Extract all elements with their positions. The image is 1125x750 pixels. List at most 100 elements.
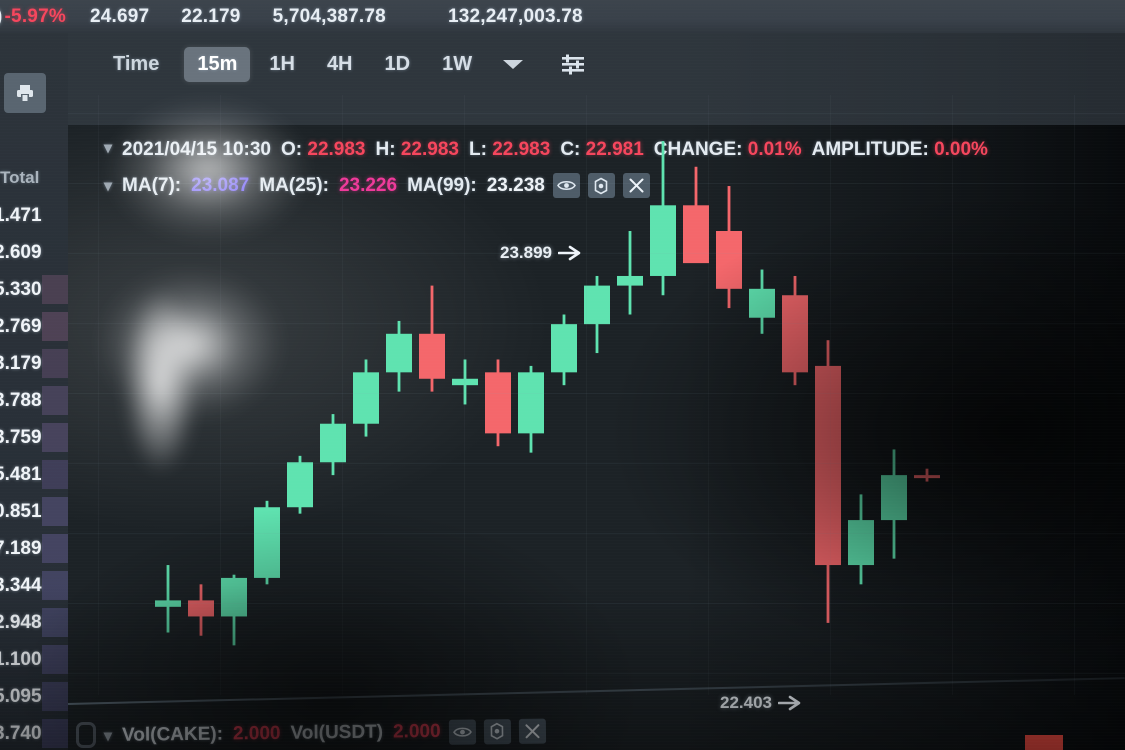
vol-base-label: Vol(CAKE): bbox=[121, 723, 224, 746]
rail-total-row[interactable]: 0.851 bbox=[0, 497, 68, 526]
rail-total-row[interactable]: 2.948 bbox=[0, 608, 68, 637]
high-price-annotation: 23.899 bbox=[500, 243, 584, 263]
rail-depth-tint bbox=[42, 608, 68, 637]
rail-total-row[interactable]: 5.330 bbox=[0, 275, 68, 304]
order-book-rail: Total 1.471 2.609 5.330 2.769 3.179 3.788 3.75… bbox=[0, 33, 68, 750]
grid-line-vertical bbox=[952, 95, 953, 695]
interval-4h[interactable]: 4H bbox=[326, 52, 353, 75]
ticker-paren: ) bbox=[0, 6, 3, 28]
rail-total-row[interactable]: 7.189 bbox=[0, 534, 68, 563]
sliders-icon[interactable] bbox=[551, 49, 595, 79]
grid-line-horizontal bbox=[68, 113, 1125, 114]
chevron-down-icon[interactable] bbox=[491, 53, 535, 75]
ticker-high: 24.697 bbox=[89, 5, 150, 27]
interval-15m[interactable]: 15m bbox=[184, 46, 251, 82]
rail-depth-tint bbox=[42, 312, 68, 341]
interval-1d[interactable]: 1D bbox=[384, 52, 411, 75]
rail-total-row[interactable]: 1.471 bbox=[0, 201, 68, 230]
ticker-volume-quote: 132,247,003.78 bbox=[447, 5, 583, 27]
rail-total-value: 0.851 bbox=[0, 500, 42, 522]
close-icon[interactable] bbox=[518, 718, 546, 744]
rail-total-value: 2.948 bbox=[0, 611, 42, 633]
grid-line-vertical bbox=[1074, 95, 1075, 695]
rail-total-value: 5.330 bbox=[0, 278, 42, 300]
rail-total-value: 1.100 bbox=[0, 648, 42, 670]
rail-depth-tint bbox=[42, 682, 68, 711]
grid-line-horizontal bbox=[68, 393, 1125, 394]
grid-line-vertical bbox=[342, 95, 343, 695]
rail-depth-tint bbox=[42, 275, 68, 304]
interval-1w[interactable]: 1W bbox=[442, 52, 473, 75]
rail-total-value: 5.095 bbox=[0, 685, 42, 707]
rail-depth-tint bbox=[42, 645, 68, 674]
rail-total-row[interactable]: 5.095 bbox=[0, 682, 68, 711]
rail-total-row[interactable]: 5.481 bbox=[0, 460, 68, 489]
rail-depth-tint bbox=[42, 201, 68, 230]
rail-total-row[interactable]: 1.100 bbox=[0, 645, 68, 674]
rail-total-value: 3.788 bbox=[0, 389, 42, 411]
vol-quote-value: 2.000 bbox=[392, 720, 441, 743]
target-settings-icon[interactable] bbox=[483, 718, 511, 744]
rail-depth-tint bbox=[42, 571, 68, 600]
rail-depth-tint bbox=[42, 386, 68, 415]
rail-depth-tint bbox=[42, 719, 68, 748]
rail-depth-tint bbox=[42, 238, 68, 267]
rail-total-value: 3.740 bbox=[0, 722, 42, 744]
rail-total-value: 3.759 bbox=[0, 426, 42, 448]
rail-total-row[interactable]: 3.179 bbox=[0, 349, 68, 378]
grid-line-horizontal bbox=[68, 323, 1125, 324]
rail-total-value: 7.189 bbox=[0, 537, 42, 559]
volume-bar bbox=[1025, 735, 1063, 750]
arrow-right-icon bbox=[558, 245, 581, 261]
rail-total-row[interactable]: 3.788 bbox=[0, 386, 68, 415]
rail-total-row[interactable]: 2.609 bbox=[0, 238, 68, 267]
grid-line-horizontal bbox=[68, 183, 1125, 184]
rail-total-value: 5.481 bbox=[0, 463, 42, 485]
vol-base-value: 2.000 bbox=[232, 722, 281, 745]
toolbar-time-label: Time bbox=[113, 52, 160, 75]
rail-total-value: 2.769 bbox=[0, 315, 42, 337]
chart-grid bbox=[68, 95, 1125, 695]
chevron-down-icon[interactable]: ▾ bbox=[103, 727, 113, 745]
rail-depth-tint bbox=[42, 534, 68, 563]
rail-total-row[interactable]: 3.344 bbox=[0, 571, 68, 600]
grid-line-horizontal bbox=[68, 603, 1125, 604]
ticker-low: 22.179 bbox=[181, 5, 241, 27]
grid-line-vertical bbox=[464, 95, 465, 695]
eye-icon[interactable] bbox=[448, 718, 476, 745]
grid-line-horizontal bbox=[68, 673, 1125, 674]
rail-depth-tint bbox=[42, 497, 68, 526]
interval-1h[interactable]: 1H bbox=[269, 52, 295, 75]
candlestick-plot[interactable]: 23.899 22.403 bbox=[68, 95, 1125, 712]
chart-toolbar: Time 15m 1H 4H 1D 1W bbox=[68, 33, 1125, 95]
rail-total-value: 3.344 bbox=[0, 574, 42, 596]
rail-depth-tint bbox=[42, 423, 68, 452]
rail-total-header: Total bbox=[0, 168, 40, 187]
rail-depth-tint bbox=[42, 349, 68, 378]
grid-line-vertical bbox=[830, 95, 831, 695]
home-indicator-button[interactable] bbox=[76, 722, 96, 748]
rail-total-value: 1.471 bbox=[0, 204, 42, 226]
grid-line-vertical bbox=[98, 95, 99, 695]
grid-line-vertical bbox=[586, 95, 587, 695]
arrow-right-icon bbox=[778, 695, 801, 711]
market-ticker-bar: ) -5.97% 24.697 22.179 5,704,387.78 132,… bbox=[0, 0, 1125, 33]
print-save-icon[interactable] bbox=[4, 73, 46, 113]
grid-line-vertical bbox=[220, 95, 221, 695]
grid-line-vertical bbox=[708, 95, 709, 695]
rail-total-value: 2.609 bbox=[0, 241, 42, 263]
ticker-change-percent: -5.97% bbox=[4, 5, 66, 27]
high-annotation-value: 23.899 bbox=[500, 243, 552, 262]
rail-total-row[interactable]: 3.759 bbox=[0, 423, 68, 452]
rail-total-row[interactable]: 2.769 bbox=[0, 312, 68, 341]
rail-total-row[interactable]: 3.740 bbox=[0, 719, 68, 748]
grid-line-horizontal bbox=[68, 463, 1125, 464]
vol-quote-label: Vol(USDT) bbox=[290, 721, 384, 744]
rail-total-value: 3.179 bbox=[0, 352, 42, 374]
ticker-volume-base: 5,704,387.78 bbox=[272, 5, 386, 27]
grid-line-horizontal bbox=[68, 533, 1125, 534]
grid-line-horizontal bbox=[68, 253, 1125, 254]
chart-panel: Time 15m 1H 4H 1D 1W ▾ 2021/ bbox=[68, 33, 1125, 750]
rail-depth-tint bbox=[42, 460, 68, 489]
